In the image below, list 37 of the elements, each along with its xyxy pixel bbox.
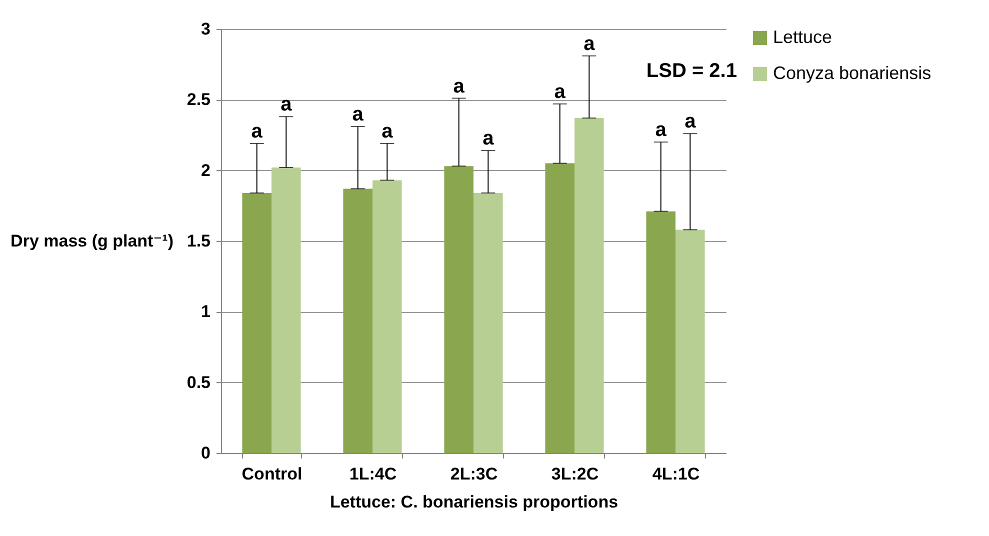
legend-label: Lettuce bbox=[773, 27, 832, 47]
annotation: a bbox=[554, 80, 566, 103]
bar bbox=[444, 166, 474, 453]
bar bbox=[676, 230, 705, 453]
x-tick-label: 1L:4C bbox=[349, 464, 397, 484]
annotation: a bbox=[382, 120, 394, 142]
y-tick-label: 3 bbox=[201, 20, 210, 38]
annotation: a bbox=[482, 128, 495, 150]
y-tick-label: 0 bbox=[201, 444, 210, 462]
x-tick-label: Control bbox=[242, 464, 302, 484]
bar bbox=[574, 118, 604, 453]
x-tick-label: 4L:1C bbox=[652, 464, 700, 484]
y-tick-label: 1.5 bbox=[186, 232, 210, 250]
bar bbox=[545, 163, 574, 453]
annotation: a bbox=[684, 110, 697, 133]
x-axis-title: Lettuce: C. bonariensis proportions bbox=[330, 492, 618, 512]
bar bbox=[272, 168, 301, 453]
y-tick-label: 1 bbox=[201, 302, 210, 322]
bar bbox=[646, 211, 676, 453]
y-axis-title: Dry mass (g plant⁻¹) bbox=[10, 232, 174, 250]
annotation: LSD = 2.1 bbox=[646, 60, 737, 82]
x-tick-label: 3L:2C bbox=[551, 464, 599, 484]
annotation: a bbox=[352, 104, 364, 126]
annotation: a bbox=[453, 75, 466, 98]
annotation: a bbox=[280, 94, 293, 116]
bar bbox=[474, 192, 503, 453]
y-tick-label: 2.5 bbox=[186, 90, 210, 110]
annotation: a bbox=[251, 120, 264, 142]
y-tick-label: 0.5 bbox=[186, 372, 210, 392]
bar bbox=[372, 180, 402, 453]
x-tick-label: 2L:3C bbox=[450, 464, 498, 484]
bar bbox=[343, 188, 372, 453]
annotation: a bbox=[584, 32, 596, 55]
bar bbox=[242, 192, 272, 453]
annotation: a bbox=[655, 119, 668, 142]
y-tick-label: 2 bbox=[201, 160, 210, 180]
legend-label: Conyza bonariensis bbox=[773, 63, 932, 83]
